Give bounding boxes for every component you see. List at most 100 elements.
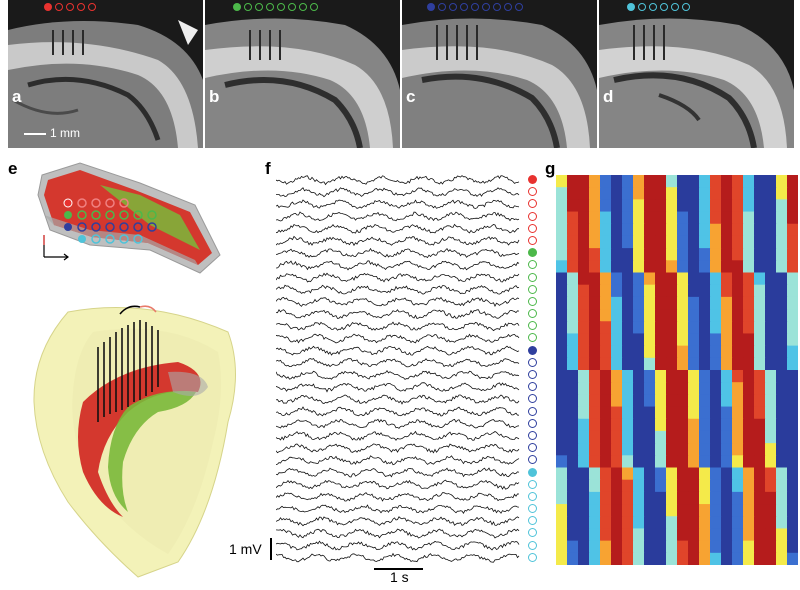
heatmap-cell	[666, 345, 678, 359]
heatmap-cell	[644, 552, 656, 565]
heatmap-cell	[600, 443, 612, 456]
heatmap-cell	[765, 552, 777, 565]
heatmap-cell	[743, 223, 755, 237]
heatmap-cell	[655, 394, 667, 408]
legend-marker-open	[528, 321, 537, 331]
heatmap-cell	[556, 272, 568, 286]
heatmap-cell	[589, 467, 601, 481]
heatmap-cell	[699, 479, 711, 493]
panel-label-c: c	[406, 87, 416, 106]
heatmap-cell	[644, 406, 656, 420]
heatmap-cell	[721, 345, 733, 359]
heatmap-cell	[644, 345, 656, 359]
heatmap-cell	[600, 235, 612, 249]
heatmap-cell	[787, 199, 798, 213]
voltage-scale-bar	[270, 538, 272, 560]
heatmap-cell	[666, 175, 678, 188]
heatmap-cell	[622, 333, 634, 347]
heatmap-cell	[732, 296, 744, 310]
heatmap-cell	[578, 248, 590, 261]
heatmap-cell	[644, 370, 656, 383]
heatmap-cell	[589, 260, 601, 273]
heatmap-cell	[754, 321, 766, 334]
heatmap-cell	[556, 516, 568, 529]
heatmap-cell	[578, 260, 590, 273]
heatmap-cell	[688, 235, 700, 249]
lfp-trace	[276, 175, 520, 186]
heatmap-cell	[655, 211, 667, 225]
heatmap-cell	[787, 418, 798, 432]
heatmap-cell	[578, 357, 590, 371]
heatmap-cell	[743, 418, 755, 432]
heatmap-cell	[633, 345, 645, 359]
heatmap-cell	[732, 516, 744, 529]
heatmap-cell	[589, 370, 601, 383]
heatmap-cell	[732, 382, 744, 395]
heatmap-cell	[765, 491, 777, 505]
heatmap-cell	[710, 235, 722, 249]
heatmap-cell	[666, 357, 678, 371]
heatmap-cell	[787, 491, 798, 505]
brain-3d-model	[33, 305, 236, 578]
heatmap-cell	[622, 491, 634, 505]
heatmap-cell	[578, 540, 590, 554]
heatmap-cell	[765, 504, 777, 517]
heatmap-cell	[721, 272, 733, 286]
heatmap-cell	[765, 296, 777, 310]
heatmap-cell	[578, 309, 590, 322]
heatmap-cell	[721, 467, 733, 481]
panel-label-g: g	[545, 159, 556, 178]
heatmap-cell	[787, 370, 798, 383]
heatmap-cell	[710, 504, 722, 517]
marker-open	[493, 3, 501, 11]
heatmap-cell	[765, 248, 777, 261]
heatmap-cell	[633, 296, 645, 310]
heatmap-cell	[578, 491, 590, 505]
heatmap-cell	[600, 211, 612, 225]
heatmap-cell	[666, 321, 678, 334]
heatmap-cell	[600, 540, 612, 554]
heatmap-cell	[600, 370, 612, 383]
heatmap-cell	[776, 430, 788, 444]
heatmap-cell	[600, 321, 612, 334]
heatmap-cell	[677, 235, 689, 249]
heatmap-cell	[710, 175, 722, 188]
legend-marker-filled	[528, 467, 537, 477]
heatmap-cell	[710, 455, 722, 468]
heatmap-cell	[787, 540, 798, 554]
heatmap-cell	[622, 357, 634, 371]
heatmap-cell	[556, 552, 568, 565]
lfp-trace	[276, 211, 520, 222]
legend-marker-open	[528, 418, 537, 428]
heatmap-cell	[732, 199, 744, 213]
heatmap-cell	[677, 357, 689, 371]
heatmap-cell	[567, 430, 579, 444]
heatmap-cell	[589, 528, 601, 542]
heatmap-cell	[666, 406, 678, 420]
heatmap-cell	[754, 540, 766, 554]
heatmap-cell	[710, 296, 722, 310]
legend-marker-filled	[528, 175, 537, 184]
heatmap-cell	[765, 357, 777, 371]
heatmap-cell	[622, 382, 634, 395]
heatmap-cell	[743, 528, 755, 542]
heatmap-cell	[677, 418, 689, 432]
heatmap-cell	[578, 516, 590, 529]
heatmap-cell	[567, 357, 579, 371]
heatmap-cell	[732, 357, 744, 371]
heatmap-cell	[556, 540, 568, 554]
heatmap-cell	[721, 235, 733, 249]
heatmap-cell	[754, 370, 766, 383]
heatmap-cell	[589, 382, 601, 395]
heatmap-cell	[677, 406, 689, 420]
heatmap-cell	[787, 260, 798, 273]
heatmap-cell	[699, 504, 711, 517]
heatmap-cell	[600, 333, 612, 347]
lfp-trace	[276, 199, 520, 209]
heatmap-cell	[710, 248, 722, 261]
marker-open	[88, 3, 96, 11]
legend-marker-open	[528, 309, 537, 319]
heatmap-cell	[644, 528, 656, 542]
heatmap-cell	[765, 443, 777, 456]
heatmap-cell	[611, 467, 623, 481]
